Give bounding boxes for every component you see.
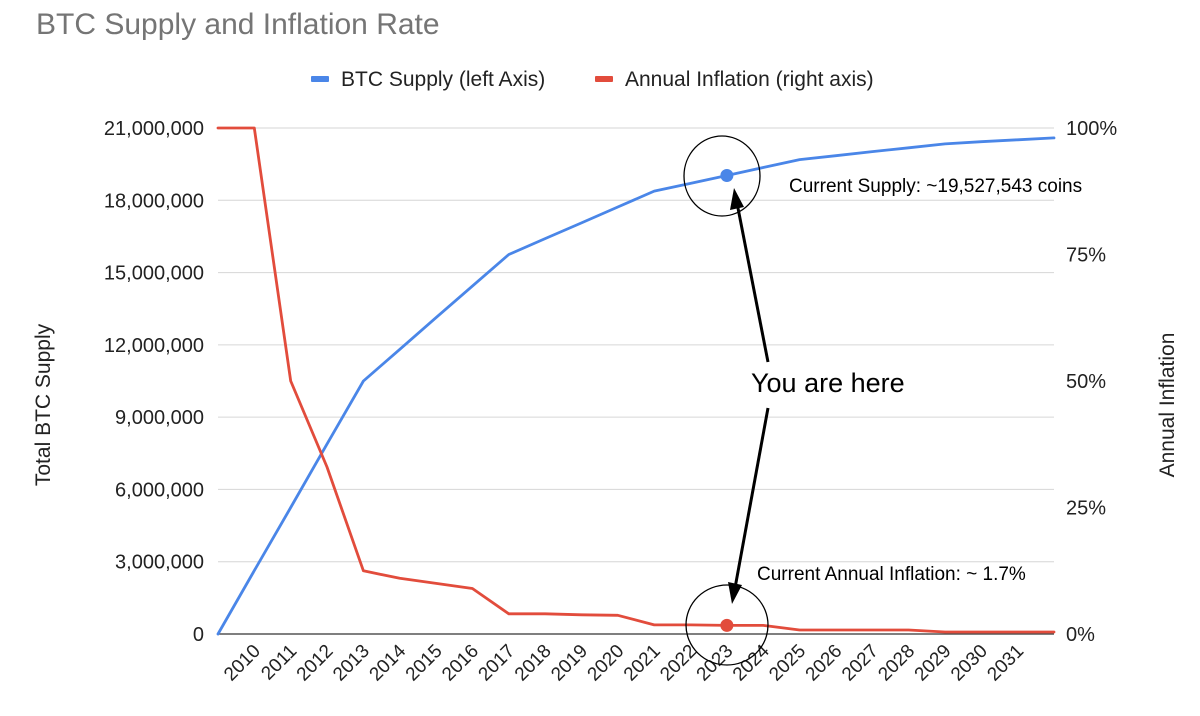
right-tick-label: 50%	[1066, 371, 1106, 393]
x-tick-label: 2021	[620, 641, 665, 686]
inflation-point	[720, 618, 734, 632]
highlight-points	[720, 168, 734, 632]
supply-point	[720, 168, 734, 182]
series-line-inflation	[216, 126, 1056, 634]
x-tick-label: 2018	[511, 641, 556, 686]
right-tick-label: 0%	[1066, 624, 1095, 646]
x-tick-label: 2010	[220, 641, 265, 686]
x-tick-label: 2020	[584, 641, 629, 686]
x-tick-label: 2024	[729, 640, 774, 685]
x-tick-label: 2011	[257, 641, 301, 685]
legend: BTC Supply (left Axis) Annual Inflation …	[311, 68, 874, 91]
left-tick-label: 18,000,000	[104, 190, 204, 212]
annotations: Current Supply: ~19,527,543 coins Curren…	[683, 135, 1082, 666]
x-tick-label: 2026	[802, 641, 847, 686]
x-tick-label: 2015	[402, 641, 447, 686]
legend-label-inflation: Annual Inflation (right axis)	[625, 68, 874, 91]
legend-swatch-inflation	[595, 76, 613, 82]
x-axis-ticks: 2010201120122013201420152016201720182019…	[220, 640, 1028, 685]
left-axis-ticks: 0 3,000,000 6,000,000 9,000,000 12,000,000 15…	[104, 118, 204, 646]
x-tick-label: 2012	[293, 641, 338, 686]
x-tick-label: 2031	[983, 641, 1028, 686]
arrow-up-shaft	[735, 202, 770, 363]
right-tick-label: 75%	[1066, 245, 1106, 267]
chart-title: BTC Supply and Inflation Rate	[36, 8, 440, 41]
left-tick-label: 0	[193, 624, 204, 646]
x-tick-label: 2019	[547, 641, 592, 686]
right-tick-label: 25%	[1066, 498, 1106, 520]
left-tick-label: 15,000,000	[104, 263, 204, 285]
inflation-highlight-circle	[685, 584, 769, 666]
x-tick-label: 2030	[947, 641, 992, 686]
inflation-annotation: Current Annual Inflation: ~ 1.7%	[757, 564, 1026, 585]
x-tick-label: 2013	[329, 641, 374, 686]
left-tick-label: 21,000,000	[104, 118, 204, 140]
pointer-annotation: You are here	[751, 368, 905, 398]
x-tick-label: 2028	[874, 641, 919, 686]
arrow-up-head	[730, 188, 744, 210]
right-axis-ticks: 0% 25% 50% 75% 100%	[1066, 118, 1117, 646]
left-tick-label: 9,000,000	[115, 407, 204, 429]
gridlines	[218, 127, 1054, 635]
x-tick-label: 2014	[366, 640, 411, 685]
legend-swatch-supply	[311, 76, 329, 82]
x-tick-label: 2016	[438, 641, 483, 686]
supply-annotation: Current Supply: ~19,527,543 coins	[789, 176, 1082, 197]
x-tick-label: 2022	[656, 641, 701, 686]
x-tick-label: 2017	[475, 641, 520, 686]
arrow-down-shaft	[733, 407, 770, 589]
right-tick-label: 100%	[1066, 118, 1117, 140]
supply-highlight-circle	[683, 135, 761, 217]
right-axis-title: Annual Inflation	[1156, 333, 1179, 478]
x-tick-label: 2025	[765, 641, 810, 686]
series-line-supply	[216, 136, 1056, 636]
left-tick-label: 12,000,000	[104, 335, 204, 357]
left-tick-label: 6,000,000	[115, 479, 204, 501]
x-tick-label: 2027	[838, 641, 883, 686]
left-tick-label: 3,000,000	[115, 552, 204, 574]
x-tick-label: 2029	[911, 641, 956, 686]
arrow-down-head	[728, 582, 742, 604]
series-lines	[216, 126, 1056, 636]
left-axis-title: Total BTC Supply	[32, 323, 55, 486]
legend-label-supply: BTC Supply (left Axis)	[341, 68, 545, 91]
